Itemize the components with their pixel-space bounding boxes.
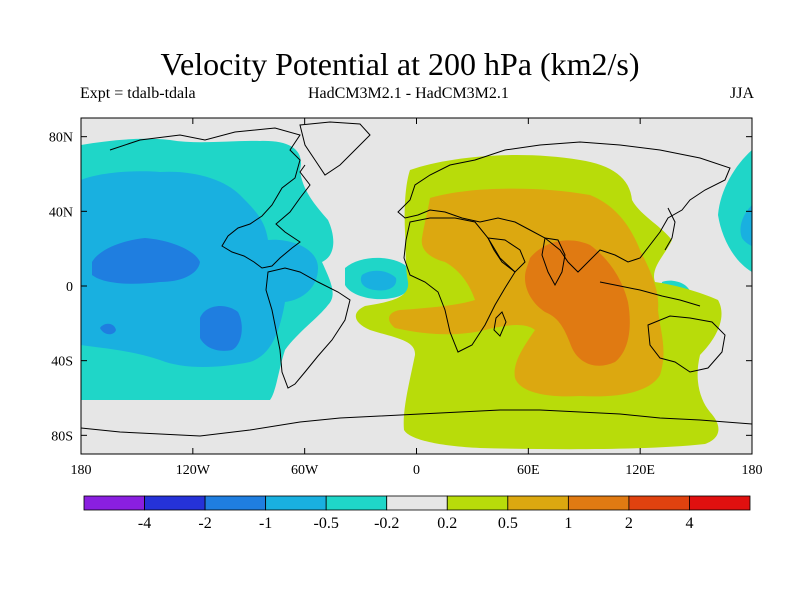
- neg-west-pacific-edge: [718, 150, 752, 272]
- coast-maritime: [599, 281, 701, 307]
- x-tick-label: 60W: [291, 463, 319, 478]
- colorbar-label: -0.2: [374, 515, 399, 532]
- colorbar-swatch: [325, 495, 388, 511]
- colorbar-swatch: [83, 495, 145, 511]
- contour-fields: [81, 121, 752, 450]
- coast-europe-asia: [397, 141, 731, 273]
- x-tick-label: 120W: [176, 463, 211, 478]
- neg-pacific-minimum-west: [100, 323, 116, 335]
- x-tick-label: 180: [742, 463, 763, 478]
- colorbar-label: -2: [198, 515, 211, 532]
- coast-africa: [403, 217, 516, 353]
- coast-arabia: [487, 237, 526, 273]
- coast-antarctica: [81, 409, 752, 437]
- model-label: HadCM3M2.1 - HadCM3M2.1: [308, 85, 509, 102]
- coastlines: [81, 121, 752, 437]
- x-tick-label: 120E: [625, 463, 655, 478]
- coast-australia: [647, 315, 726, 373]
- neg-pacific-minimum-north: [92, 238, 200, 284]
- neg-atlantic-inner: [360, 270, 397, 291]
- colorbar: -4 -2 -1 -0.5 -0.2 0.2 0.5 1 2 4: [83, 495, 751, 532]
- y-tick-label: 0: [66, 280, 73, 295]
- colorbar-label: 0.5: [498, 515, 518, 532]
- coast-india: [541, 237, 566, 287]
- coast-north-america: [109, 127, 311, 269]
- neg-pacific-minimum-south: [200, 306, 242, 351]
- colorbar-swatch: [204, 495, 267, 511]
- neg-west-pacific-inner: [740, 205, 752, 246]
- colorbar-swatch: [144, 495, 206, 511]
- pos-indian-ocean-maximum: [524, 240, 630, 366]
- experiment-label: Expt = tdalb-tdala: [80, 85, 196, 102]
- colorbar-swatch: [567, 495, 630, 511]
- colorbar-swatch: [446, 495, 509, 511]
- map-title: Velocity Potential at 200 hPa (km2/s): [160, 46, 640, 82]
- y-tick-label: 80S: [51, 429, 73, 444]
- coast-south-america: [265, 267, 351, 389]
- coast-greenland: [299, 121, 371, 176]
- colorbar-label: -0.5: [314, 515, 339, 532]
- colorbar-label: 4: [685, 515, 693, 532]
- axis-ticks: 180 120W 60W 0 60E 120E 180 80N 40N 0 40S 80S: [49, 118, 763, 478]
- colorbar-label: -1: [259, 515, 272, 532]
- y-tick-label: 80N: [49, 131, 73, 146]
- colorbar-label: 1: [564, 515, 572, 532]
- colorbar-swatch: [507, 495, 569, 511]
- neg-pacific-core: [81, 171, 318, 367]
- colorbar-swatch: [386, 495, 448, 511]
- colorbar-swatch: [628, 495, 690, 511]
- colorbar-swatch: [689, 495, 751, 511]
- season-label: JJA: [729, 85, 754, 102]
- x-tick-label: 60E: [517, 463, 540, 478]
- colorbar-label: 0.2: [437, 515, 457, 532]
- colorbar-swatch: [265, 495, 327, 511]
- coast-madagascar: [493, 311, 507, 337]
- x-tick-label: 0: [413, 463, 420, 478]
- y-tick-label: 40N: [49, 205, 73, 220]
- y-tick-label: 40S: [51, 355, 73, 370]
- colorbar-label: 2: [625, 515, 633, 532]
- x-tick-label: 180: [71, 463, 92, 478]
- coast-japan: [664, 207, 676, 251]
- colorbar-label: -4: [138, 515, 151, 532]
